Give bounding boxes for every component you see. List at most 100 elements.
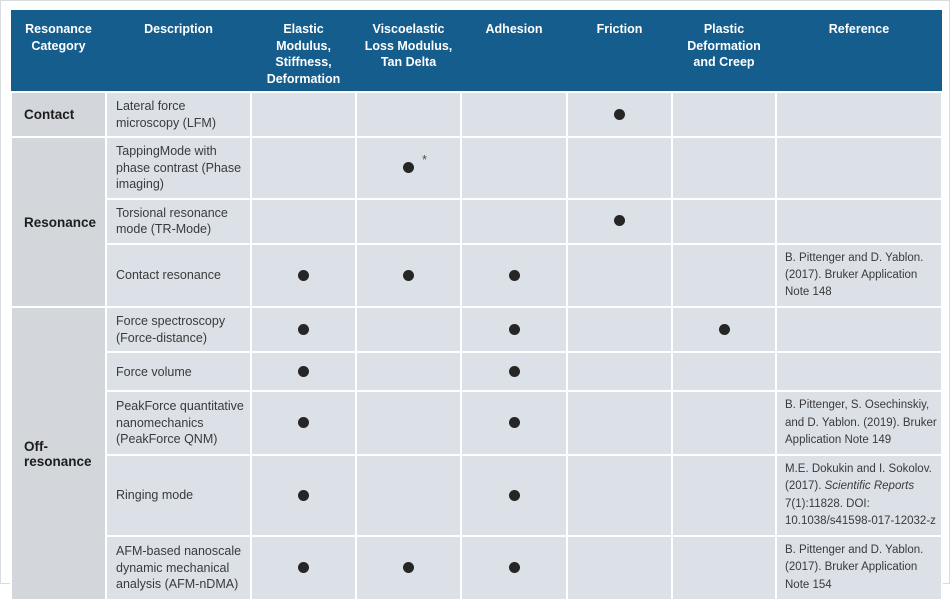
reference-text: M.E. Dokukin and I. Sokolov. (2017). <box>785 463 932 493</box>
filled-circle-icon <box>508 366 520 378</box>
filled-circle-icon <box>298 366 309 378</box>
dot-marker-icon <box>298 269 309 281</box>
dot-marker-icon <box>298 417 309 429</box>
reference-text: B. Pittenger and D. Yablon. (2017). Bruk… <box>785 251 924 299</box>
capability-cell-elastic <box>250 351 357 393</box>
capability-cell-plastic <box>671 91 777 138</box>
capability-cell-viscoelastic: * <box>355 136 462 200</box>
description-cell: PeakForce quantitative nanomechanics (Pe… <box>105 390 252 456</box>
capability-cell-plastic <box>671 351 777 393</box>
reference-cell <box>775 91 943 138</box>
column-header-reference: Reference <box>776 10 942 92</box>
capability-cell-adhesion <box>460 91 568 138</box>
table-row: Torsional resonance mode (TR-Mode) <box>11 197 943 245</box>
filled-circle-icon <box>508 562 520 574</box>
reference-text: 7(1):11828. DOI: 10.1038/s41598-017-1203… <box>785 497 936 527</box>
dot-marker-icon <box>508 324 520 336</box>
capability-cell-adhesion <box>460 454 568 537</box>
reference-cell: B. Pittenger, S. Osechinskiy, and D. Yab… <box>775 390 943 456</box>
capability-cell-plastic <box>671 454 777 537</box>
capability-cell-plastic <box>671 390 777 456</box>
reference-text: B. Pittenger, S. Osechinskiy, and D. Yab… <box>785 399 937 446</box>
dot-marker-icon <box>614 215 625 227</box>
reference-journal-name: Scientific Reports <box>824 480 915 493</box>
capability-cell-plastic <box>671 242 777 309</box>
capability-cell-friction <box>566 390 673 456</box>
reference-cell: B. Pittenger and D. Yablon. (2017). Bruk… <box>775 242 943 309</box>
capability-cell-elastic <box>250 136 357 200</box>
description-cell: Contact resonance <box>105 242 252 309</box>
filled-circle-icon <box>298 489 309 501</box>
category-cell-resonance: Resonance <box>10 135 107 309</box>
capability-cell-adhesion <box>460 351 568 393</box>
filled-circle-icon <box>614 215 625 227</box>
dot-marker-icon <box>508 417 520 429</box>
capability-cell-elastic <box>250 390 357 456</box>
table-row: AFM-based nanoscale dynamic mechanical a… <box>11 535 943 601</box>
afm-modes-table: Resonance Category Description Elastic Mod… <box>10 10 943 601</box>
capability-cell-elastic <box>250 306 357 354</box>
filled-circle-icon <box>508 489 520 501</box>
dot-marker-icon <box>508 366 520 378</box>
dot-marker-icon: * <box>403 152 427 174</box>
capability-cell-friction <box>566 306 673 354</box>
reference-cell <box>775 351 943 393</box>
reference-text: B. Pittenger and D. Yablon. (2017). Bruk… <box>785 544 924 591</box>
capability-cell-friction <box>566 454 673 537</box>
table-row: Ringing mode M.E. Dokukin and I. Sokolov.… <box>11 454 943 537</box>
filled-circle-icon <box>298 269 309 281</box>
capability-cell-friction <box>566 535 673 601</box>
reference-cell <box>775 306 943 354</box>
capability-cell-friction <box>566 136 673 200</box>
header-row: Resonance Category Description Elastic Mod… <box>11 10 942 92</box>
column-header-elastic: Elastic Modulus, Stiffness, Deformation <box>251 10 356 92</box>
column-header-description: Description <box>106 10 251 92</box>
dot-marker-icon <box>298 562 309 574</box>
capability-cell-elastic <box>250 454 357 537</box>
capability-cell-adhesion <box>460 306 568 354</box>
dot-marker-icon <box>614 108 625 120</box>
capability-cell-friction <box>566 351 673 393</box>
capability-cell-friction <box>566 91 673 138</box>
capability-cell-viscoelastic <box>355 242 462 309</box>
capability-cell-plastic <box>671 306 777 354</box>
footnote-asterisk: * <box>421 152 427 168</box>
table-row: Resonance TappingMode with phase contrast… <box>10 135 943 309</box>
capability-cell-viscoelastic <box>355 306 462 354</box>
description-cell: Torsional resonance mode (TR-Mode) <box>105 197 252 245</box>
table-row: Off-resonance Force spectroscopy (Force-d… <box>10 306 943 601</box>
capability-cell-viscoelastic <box>355 454 462 537</box>
filled-circle-icon <box>298 417 309 429</box>
dot-marker-icon <box>718 324 730 336</box>
capability-cell-viscoelastic <box>355 390 462 456</box>
description-cell: TappingMode with phase contrast (Phase i… <box>105 136 252 200</box>
capability-cell-plastic <box>671 197 777 245</box>
reference-cell: B. Pittenger and D. Yablon. (2017). Bruk… <box>775 535 943 601</box>
capability-cell-friction <box>566 242 673 309</box>
filled-circle-icon <box>614 108 625 120</box>
filled-circle-icon <box>508 417 520 429</box>
dot-marker-icon <box>508 562 520 574</box>
capability-cell-adhesion <box>460 197 568 245</box>
dot-marker-icon <box>508 489 520 501</box>
filled-circle-icon <box>403 162 414 174</box>
table-row: Force volume <box>11 351 943 393</box>
description-cell: Ringing mode <box>105 454 252 537</box>
filled-circle-icon <box>298 562 309 574</box>
capability-cell-adhesion <box>460 136 568 200</box>
category-cell-off-resonance: Off-resonance <box>10 306 107 601</box>
capability-cell-adhesion <box>460 535 568 601</box>
description-cell: Force volume <box>105 351 252 393</box>
dot-marker-icon <box>298 324 309 336</box>
dot-marker-icon <box>403 562 414 574</box>
filled-circle-icon <box>403 269 414 281</box>
column-header-plastic: Plastic Deformation and Creep <box>672 10 776 92</box>
description-cell: AFM-based nanoscale dynamic mechanical a… <box>105 535 252 601</box>
filled-circle-icon <box>508 324 520 336</box>
column-header-adhesion: Adhesion <box>461 10 567 92</box>
description-cell: Force spectroscopy (Force-distance) <box>105 306 252 354</box>
table-row: Contact Lateral force microscopy (LFM) <box>10 91 943 138</box>
capability-cell-plastic <box>671 535 777 601</box>
capability-cell-friction <box>566 197 673 245</box>
